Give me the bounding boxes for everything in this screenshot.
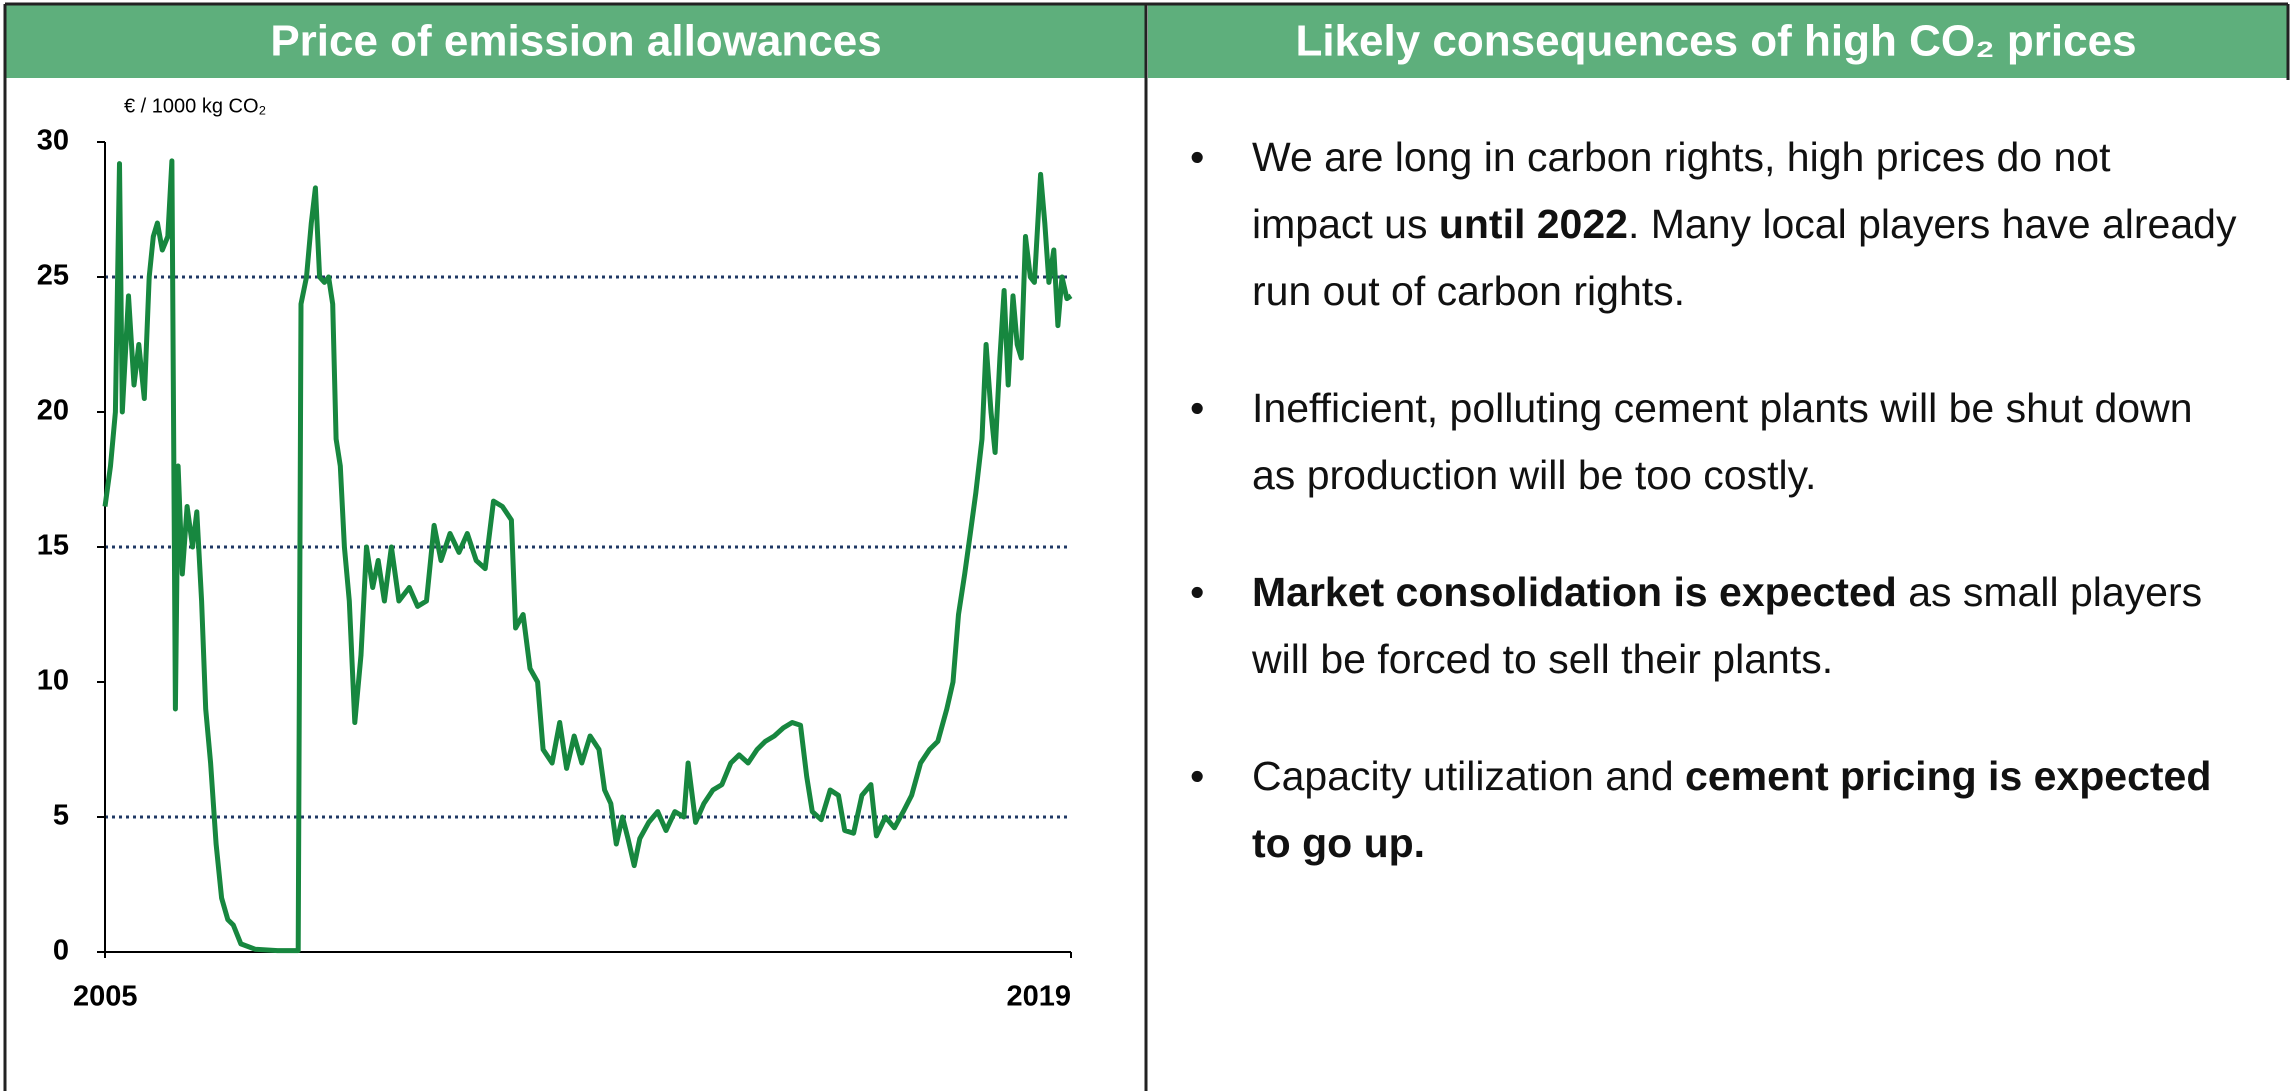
bullet-text: Capacity utilization and xyxy=(1252,753,1686,799)
y-tick-label: 5 xyxy=(53,800,69,832)
right-header: Likely consequences of high CO₂ prices xyxy=(1295,17,2136,66)
bullet: • Market consolidation is expected as sma… xyxy=(1190,559,2240,693)
bullet-dot: • xyxy=(1190,385,1205,431)
bullet: • Capacity utilization and cement pricing… xyxy=(1190,743,2240,877)
y-tick-label: 10 xyxy=(37,665,69,697)
bullet: • We are long in carbon rights, high pric… xyxy=(1190,124,2240,325)
x-tick-label: 2019 xyxy=(1006,981,1071,1013)
left-header-bar xyxy=(6,4,1145,78)
bullet: • Inefficient, polluting cement plants wi… xyxy=(1190,375,2240,509)
bullet-dot: • xyxy=(1190,569,1205,615)
bullet-text: cement pricing is expected to go up. xyxy=(1252,753,2212,866)
bullet-dot: • xyxy=(1190,753,1205,799)
y-tick-label: 25 xyxy=(37,260,69,292)
x-tick-label: 2005 xyxy=(73,981,138,1013)
bullet-text: as small players will be forced to sell … xyxy=(1252,569,2203,682)
bullet-text: We are long in carbon rights, high price… xyxy=(1252,134,2111,247)
bullet-text: . Many local players have already run ou… xyxy=(1252,201,2237,314)
bullet-text: until 2022 xyxy=(1438,201,1628,247)
price-line xyxy=(102,158,1073,954)
bullet-text: Inefficient, polluting cement plants wil… xyxy=(1252,385,2193,498)
left-header: Price of emission allowances xyxy=(270,17,881,66)
y-tick-label: 20 xyxy=(37,395,69,427)
y-tick-label: 0 xyxy=(53,935,69,967)
right-header-bar xyxy=(1148,4,2288,78)
y-axis-unit: € / 1000 kg CO₂ xyxy=(124,95,266,117)
bullet-list: • We are long in carbon rights, high pric… xyxy=(1190,124,2240,927)
bullet-text: Market consolidation is expected xyxy=(1252,569,1897,615)
bullet-dot: • xyxy=(1190,134,1205,180)
y-tick-label: 30 xyxy=(37,125,69,157)
y-tick-label: 15 xyxy=(37,530,69,562)
